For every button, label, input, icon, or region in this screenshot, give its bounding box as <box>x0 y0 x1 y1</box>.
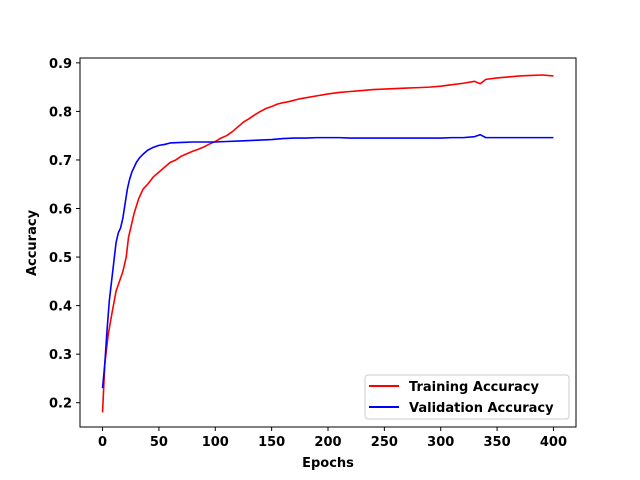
x-tick-label: 300 <box>427 435 454 450</box>
y-tick-label: 0.9 <box>49 57 72 72</box>
plot-frame <box>79 57 577 428</box>
x-tick-label: 50 <box>150 435 168 450</box>
y-tick-label: 0.3 <box>49 348 72 363</box>
y-axis-ticks: 0.2 0.3 0.4 0.5 0.6 0.7 0.8 0.9 <box>49 57 80 412</box>
x-tick-label: 350 <box>484 435 511 450</box>
series-lines <box>101 74 554 413</box>
x-tick-label: 150 <box>258 435 285 450</box>
y-tick-label: 0.8 <box>49 105 72 120</box>
x-tick-label: 400 <box>540 435 567 450</box>
x-tick-label: 250 <box>371 435 398 450</box>
y-tick-label: 0.5 <box>49 251 72 266</box>
legend-label-validation: Validation Accuracy <box>409 401 554 416</box>
x-axis-label: Epochs <box>302 456 354 471</box>
y-tick-label: 0.2 <box>49 397 72 412</box>
y-axis-label: Accuracy <box>25 209 40 276</box>
y-tick-label: 0.4 <box>49 300 72 315</box>
legend-label-training: Training Accuracy <box>409 380 539 395</box>
x-axis-ticks: 0 50 100 150 200 250 300 350 400 <box>98 427 567 450</box>
validation-accuracy-line <box>101 133 554 389</box>
training-accuracy-line <box>101 74 554 413</box>
y-tick-label: 0.7 <box>49 154 72 169</box>
x-tick-label: 200 <box>314 435 341 450</box>
legend-box <box>364 374 570 420</box>
legend: Training Accuracy Validation Accuracy <box>364 374 570 420</box>
x-tick-label: 100 <box>202 435 229 450</box>
x-tick-label: 0 <box>98 435 107 450</box>
y-tick-label: 0.6 <box>49 203 72 218</box>
